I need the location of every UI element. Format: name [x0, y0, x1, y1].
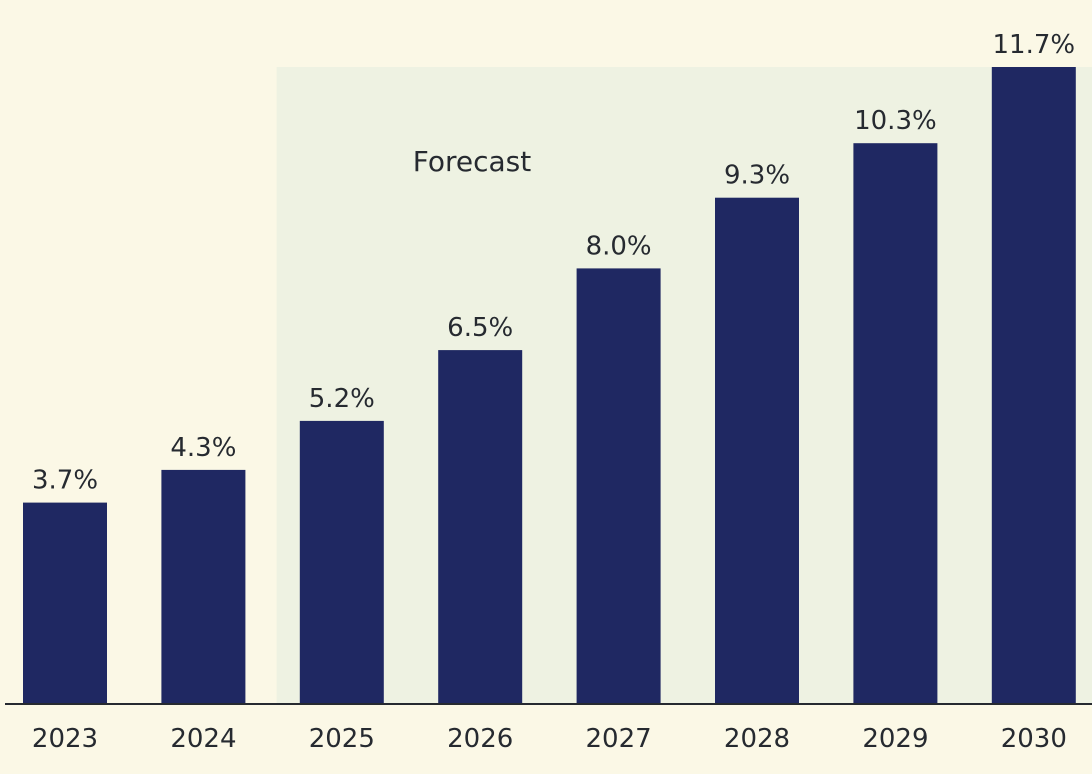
value-labels-group: 3.7% 4.3% 5.2% 6.5% 8.0% 9.3% 10.3% 11.7% [32, 30, 1075, 496]
bar-2030 [991, 67, 1076, 704]
bar-2025 [299, 420, 384, 704]
bars-group [23, 67, 1076, 704]
value-label-2023: 3.7% [32, 466, 98, 496]
x-tick-label-2029: 2029 [862, 724, 928, 754]
x-tick-label-2028: 2028 [724, 724, 790, 754]
x-tick-label-2027: 2027 [586, 724, 652, 754]
value-label-2025: 5.2% [309, 384, 375, 414]
bar-2027 [576, 268, 661, 704]
x-tick-label-2024: 2024 [170, 724, 236, 754]
x-tick-label-2030: 2030 [1001, 724, 1067, 754]
value-label-2028: 9.3% [724, 161, 790, 191]
forecast-region [276, 67, 1092, 704]
bar-2029 [853, 143, 938, 704]
value-label-2024: 4.3% [170, 433, 236, 463]
value-label-2030: 11.7% [992, 30, 1075, 60]
bar-2024 [161, 469, 246, 704]
forecast-label: Forecast [413, 145, 532, 178]
x-tick-label-2025: 2025 [309, 724, 375, 754]
x-tick-labels-group: 2023 2024 2025 2026 2027 2028 2029 2030 [32, 724, 1067, 754]
x-tick-label-2023: 2023 [32, 724, 98, 754]
bar-2023 [23, 502, 107, 704]
value-label-2027: 8.0% [586, 231, 652, 261]
bar-2026 [438, 350, 523, 704]
value-label-2026: 6.5% [447, 313, 513, 343]
x-tick-label-2026: 2026 [447, 724, 513, 754]
value-label-2029: 10.3% [854, 106, 937, 136]
bar-2028 [715, 197, 799, 704]
